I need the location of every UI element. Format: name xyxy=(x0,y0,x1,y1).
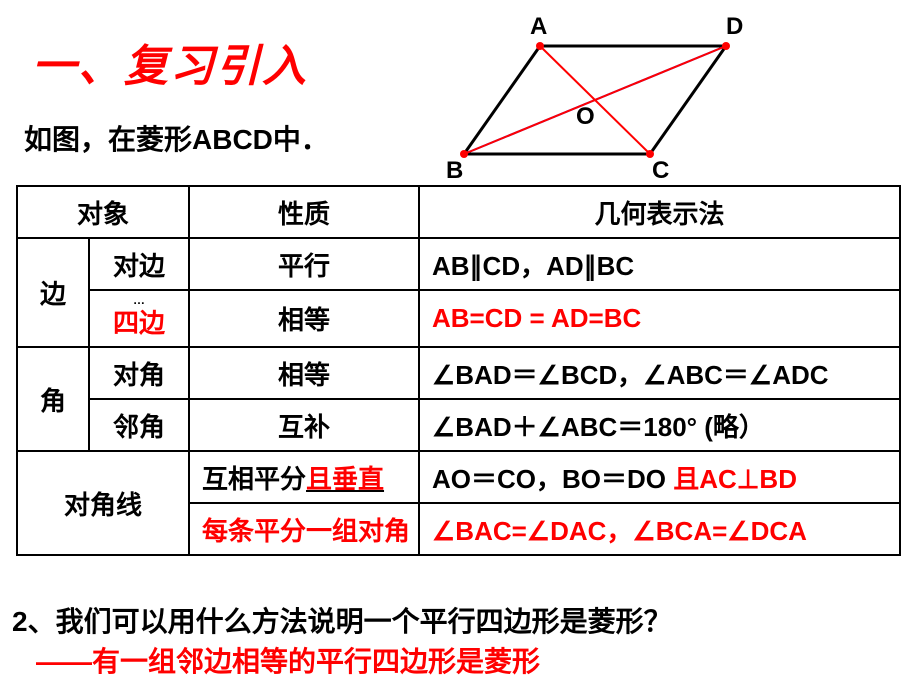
rhombus-diagram: A D B C O xyxy=(430,10,800,185)
dot-a xyxy=(536,42,544,50)
cell-geo: AO＝CO，BO＝DO 且AC⊥BD xyxy=(419,451,900,503)
geo-adjacent-angles: ∠BAD＋∠ABC＝180° (略） xyxy=(419,399,900,451)
geo-sides-equal: AB=CD = AD=BC xyxy=(432,303,641,333)
properties-table: 对象 性质 几何表示法 边 对边 平行 AB∥CD，AD∥BC … 四边 相等 … xyxy=(16,185,901,556)
label-b: B xyxy=(446,157,463,184)
cell-prop: 互相平分且垂直 xyxy=(189,451,419,503)
geo-opposite-angles: ∠BAD＝∠BCD，∠ABC＝∠ADC xyxy=(419,347,900,399)
cell-prop: 每条平分一组对角 xyxy=(189,503,419,555)
geo-bisect: AO＝CO，BO＝DO xyxy=(432,464,673,494)
cell-sub: 对边 xyxy=(89,238,189,290)
header-property: 性质 xyxy=(189,186,419,238)
header-geometry: 几何表示法 xyxy=(419,186,900,238)
geo-bisect-angles: ∠BAC=∠DAC，∠BCA=∠DCA xyxy=(432,516,807,546)
prop-bisect-angles: 每条平分一组对角 xyxy=(202,516,410,546)
cell-prop-equal-angles: 相等 xyxy=(189,347,419,399)
table-row: … 四边 相等 AB=CD = AD=BC xyxy=(17,290,900,347)
table-row: 角 对角 相等 ∠BAD＝∠BCD，∠ABC＝∠ADC xyxy=(17,347,900,399)
answer-2: ——有一组邻边相等的平行四边形是菱形 xyxy=(36,640,540,680)
geo-parallel: AB∥CD，AD∥BC xyxy=(432,251,634,281)
label-a: A xyxy=(530,13,547,40)
subtitle-text: 如图，在菱形ABCD中． xyxy=(24,118,329,158)
question-2: 2、我们可以用什么方法说明一个平行四边形是菱形？ xyxy=(12,600,672,640)
section-title: 一、复习引入 xyxy=(32,30,308,94)
label-c: C xyxy=(652,157,669,184)
cell-geo: AB∥CD，AD∥BC xyxy=(419,238,900,290)
cell-prop-parallel: 平行 xyxy=(189,238,419,290)
geo-perpendicular: 且AC⊥BD xyxy=(673,464,797,494)
table-row: 邻角 互补 ∠BAD＋∠ABC＝180° (略） xyxy=(17,399,900,451)
prop-bisect: 互相平分 xyxy=(202,464,306,494)
header-object: 对象 xyxy=(17,186,189,238)
cell-prop-equal: 相等 xyxy=(189,290,419,347)
sub-four-sides: 四边 xyxy=(113,308,165,338)
group-sides: 边 xyxy=(17,238,89,347)
group-angles: 角 xyxy=(17,347,89,451)
cell-prop-supplementary: 互补 xyxy=(189,399,419,451)
cell-geo: ∠BAC=∠DAC，∠BCA=∠DCA xyxy=(419,503,900,555)
ellipsis: … xyxy=(98,297,180,303)
label-d: D xyxy=(726,13,743,40)
prop-perpendicular: 且垂直 xyxy=(306,464,384,494)
table-row: 对角线 互相平分且垂直 AO＝CO，BO＝DO 且AC⊥BD xyxy=(17,451,900,503)
table-row: 边 对边 平行 AB∥CD，AD∥BC xyxy=(17,238,900,290)
label-o: O xyxy=(576,103,595,130)
group-diagonals: 对角线 xyxy=(17,451,189,555)
table-header-row: 对象 性质 几何表示法 xyxy=(17,186,900,238)
sub-opposite-angles: 对角 xyxy=(89,347,189,399)
sub-opposite-sides: 对边 xyxy=(113,251,165,281)
cell-geo: AB=CD = AD=BC xyxy=(419,290,900,347)
sub-adjacent-angles: 邻角 xyxy=(89,399,189,451)
dot-d xyxy=(722,42,730,50)
cell-sub: … 四边 xyxy=(89,290,189,347)
